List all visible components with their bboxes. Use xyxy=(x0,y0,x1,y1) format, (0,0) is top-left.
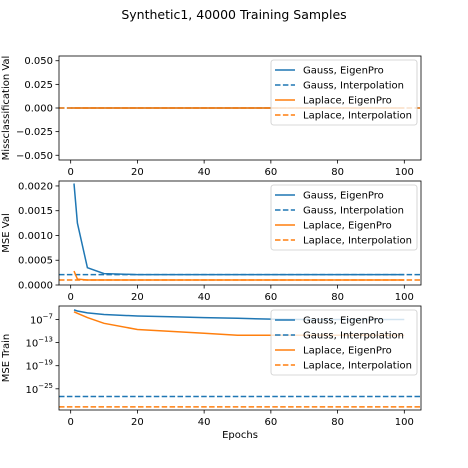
y-axis-label: MSE Val xyxy=(1,213,12,252)
legend-label: Gauss, EigenPro xyxy=(303,316,384,327)
legend-label: Laplace, Interpolation xyxy=(303,361,412,372)
x-tick-label: 20 xyxy=(131,167,144,178)
y-tick-base: 10 xyxy=(25,385,38,396)
y-tick-exponent: −7 xyxy=(43,312,53,320)
y-tick-base: 10 xyxy=(25,362,38,373)
y-tick-label: −0.025 xyxy=(16,127,53,138)
x-tick-label: 20 xyxy=(131,292,144,303)
x-tick-label: 40 xyxy=(198,167,211,178)
x-tick-label: 0 xyxy=(67,417,73,428)
legend-box xyxy=(270,309,418,376)
legend-label: Laplace, EigenPro xyxy=(303,346,392,357)
y-tick-label: 0.050 xyxy=(24,56,53,67)
x-tick-label: 80 xyxy=(331,292,344,303)
x-tick-label: 80 xyxy=(331,167,344,178)
y-tick-label: 0.0000 xyxy=(18,281,53,292)
y-axis-label: MSE Train xyxy=(1,334,12,382)
legend-label: Gauss, Interpolation xyxy=(303,81,404,92)
axes-frame xyxy=(58,180,422,286)
legend-label: Laplace, Interpolation xyxy=(303,236,412,247)
y-tick-label: 10−13 xyxy=(25,336,53,350)
legend-label: Gauss, EigenPro xyxy=(303,191,384,202)
x-tick-label: 80 xyxy=(331,417,344,428)
y-tick-exponent: −25 xyxy=(38,382,53,390)
y-axis-label: Missclassification Val xyxy=(1,56,12,161)
axes-frame xyxy=(58,305,422,411)
x-tick-label: 60 xyxy=(264,167,277,178)
legend-label: Laplace, Interpolation xyxy=(303,111,412,122)
y-tick-label: 0.025 xyxy=(24,80,53,91)
x-tick-label: 40 xyxy=(198,292,211,303)
subplot-2: 0 20 40 60 80 100 0.0020 0.0015 0.0010 0.0005 0.00… xyxy=(1,180,422,303)
y-tick-label: 0.0010 xyxy=(18,231,53,242)
x-tick-label: 60 xyxy=(264,417,277,428)
legend: Gauss, EigenPro Gauss, Interpolation Lapla… xyxy=(270,59,418,126)
x-tick-label: 100 xyxy=(395,417,414,428)
y-tick-base: 10 xyxy=(30,315,43,326)
y-tick-base: 10 xyxy=(25,339,38,350)
subplots: 0 20 40 60 80 1000.0500.0250.000−0.025−0.050M… xyxy=(1,55,422,441)
y-tick-exponent: −13 xyxy=(38,336,53,344)
y-tick-label: −0.050 xyxy=(16,151,53,162)
legend-label: Laplace, EigenPro xyxy=(303,221,392,232)
legend-label: Laplace, EigenPro xyxy=(303,96,392,107)
legend-label: Gauss, EigenPro xyxy=(303,66,384,77)
y-tick-label: 0.0015 xyxy=(18,206,53,217)
x-tick-label: 100 xyxy=(395,167,414,178)
legend: Gauss, EigenPro Gauss, Interpolation Lapla… xyxy=(270,184,418,251)
x-tick-label: 100 xyxy=(395,292,414,303)
y-tick-label: 10−7 xyxy=(30,312,53,326)
legend-label: Gauss, Interpolation xyxy=(303,206,404,217)
x-tick-label: 0 xyxy=(67,292,73,303)
x-tick-label: 60 xyxy=(264,292,277,303)
legend-box xyxy=(270,184,418,251)
y-tick-label: 0.0020 xyxy=(18,181,53,192)
x-tick-label: 20 xyxy=(131,417,144,428)
legend: Gauss, EigenPro Gauss, Interpolation Lapla… xyxy=(270,309,418,376)
x-axis-label: Epochs xyxy=(222,430,258,441)
legend-label: Gauss, Interpolation xyxy=(303,331,404,342)
y-tick-label: 0.0005 xyxy=(18,256,53,267)
x-tick-label: 40 xyxy=(198,417,211,428)
y-tick-label: 10−25 xyxy=(25,382,53,396)
legend-box xyxy=(270,59,418,126)
y-tick-exponent: −19 xyxy=(38,359,53,367)
subplot-1: 0 20 40 60 80 100 0.050 0.025 0.000 −0.025 −0.050 M… xyxy=(1,55,422,178)
y-tick-label: 0.000 xyxy=(24,104,53,115)
plot-lines xyxy=(59,183,421,281)
figure-title: Synthetic1, 40000 Training Samples xyxy=(121,7,346,22)
y-tick-label: 10−19 xyxy=(25,359,53,373)
x-tick-label: 0 xyxy=(67,167,73,178)
